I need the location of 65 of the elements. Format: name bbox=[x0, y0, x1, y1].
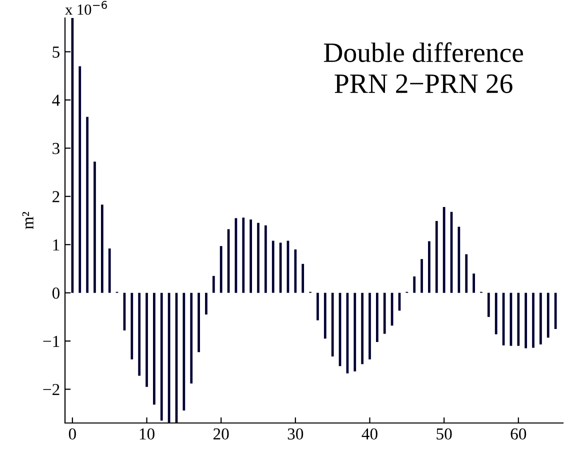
bar bbox=[361, 292, 364, 364]
bar bbox=[413, 276, 416, 293]
y-tick-label: 4 bbox=[52, 94, 60, 106]
bar bbox=[354, 292, 356, 372]
bar bbox=[94, 162, 96, 293]
bar bbox=[108, 248, 111, 293]
bar bbox=[130, 292, 134, 360]
bar bbox=[517, 292, 520, 346]
bar bbox=[86, 116, 88, 293]
y-tick-label: 0 bbox=[52, 288, 60, 299]
bar bbox=[205, 292, 208, 315]
bar bbox=[472, 274, 475, 293]
x-tick-label: 60 bbox=[510, 428, 526, 440]
x-tick-label: 0 bbox=[68, 428, 76, 440]
bar bbox=[324, 292, 326, 339]
x-tick-label: 40 bbox=[362, 428, 378, 440]
text: x 10$^{−6}$ bbox=[65, 0, 107, 15]
bar bbox=[190, 292, 193, 384]
bar bbox=[383, 292, 386, 334]
bar bbox=[264, 225, 267, 293]
bar bbox=[442, 207, 446, 293]
bar bbox=[153, 292, 156, 405]
bar bbox=[331, 292, 334, 356]
bar bbox=[212, 276, 215, 293]
bar bbox=[435, 220, 438, 293]
bar bbox=[257, 222, 260, 293]
bar bbox=[465, 254, 468, 293]
bar bbox=[540, 292, 542, 344]
y-tick-label: 3 bbox=[52, 142, 60, 154]
bar bbox=[554, 292, 557, 329]
y-tick-label: −1 bbox=[43, 336, 60, 347]
y-tick-label: −2 bbox=[43, 384, 60, 396]
bar bbox=[420, 259, 423, 293]
y-tick-label: 5 bbox=[52, 46, 60, 58]
bar bbox=[78, 66, 82, 293]
bar bbox=[198, 292, 200, 352]
x-tick-label: 20 bbox=[213, 428, 229, 440]
bar bbox=[242, 218, 245, 293]
bar bbox=[487, 292, 490, 317]
bar bbox=[272, 240, 274, 293]
bar bbox=[138, 292, 141, 376]
bar bbox=[524, 292, 528, 348]
y-axis-title: m² bbox=[22, 212, 34, 230]
bar bbox=[160, 292, 163, 421]
y-tick-label: 2 bbox=[52, 191, 60, 202]
bar bbox=[250, 220, 252, 293]
bar bbox=[532, 292, 534, 348]
bar bbox=[302, 264, 304, 293]
bar bbox=[494, 292, 498, 334]
bar bbox=[294, 249, 297, 293]
annotation: Double difference PRN 2−PRN 26 bbox=[324, 42, 523, 94]
x-tick-label: 10 bbox=[140, 428, 154, 440]
bar bbox=[428, 241, 430, 293]
bar bbox=[182, 292, 186, 410]
x-tick-label: 50 bbox=[436, 428, 452, 440]
bar bbox=[546, 292, 550, 338]
bar bbox=[316, 292, 319, 320]
y-tick-label: 1 bbox=[53, 239, 60, 250]
bar bbox=[71, 18, 74, 293]
bar bbox=[368, 292, 371, 360]
x-tick-label: 30 bbox=[288, 428, 304, 440]
bar bbox=[100, 204, 104, 293]
bar bbox=[220, 246, 222, 293]
bar bbox=[376, 292, 378, 342]
bar bbox=[146, 292, 148, 387]
